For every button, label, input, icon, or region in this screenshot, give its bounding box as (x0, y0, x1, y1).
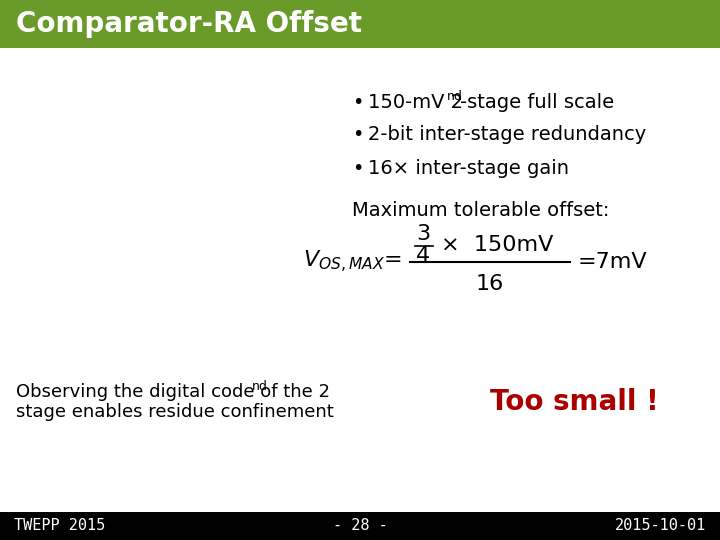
FancyBboxPatch shape (0, 0, 720, 48)
Text: •: • (352, 125, 364, 145)
Text: =7mV: =7mV (578, 252, 647, 272)
Text: $V_{OS,MAX}$=: $V_{OS,MAX}$= (303, 249, 402, 275)
FancyBboxPatch shape (0, 512, 720, 540)
Text: Comparator-RA Offset: Comparator-RA Offset (16, 10, 362, 38)
Text: •: • (352, 92, 364, 111)
Text: 2-bit inter-stage redundancy: 2-bit inter-stage redundancy (368, 125, 647, 145)
Text: TWEPP 2015: TWEPP 2015 (14, 518, 105, 534)
Text: 150-mV 2: 150-mV 2 (368, 92, 463, 111)
Text: stage enables residue confinement: stage enables residue confinement (16, 403, 334, 421)
Text: 4: 4 (416, 246, 430, 266)
Text: 16× inter-stage gain: 16× inter-stage gain (368, 159, 569, 178)
Text: -stage full scale: -stage full scale (460, 92, 614, 111)
Text: 3: 3 (416, 224, 430, 244)
Text: nd: nd (252, 380, 268, 393)
Text: ×  150mV: × 150mV (441, 235, 554, 255)
Text: 2015-10-01: 2015-10-01 (615, 518, 706, 534)
Text: Observing the digital code of the 2: Observing the digital code of the 2 (16, 383, 330, 401)
Text: 16: 16 (476, 274, 504, 294)
Text: Too small !: Too small ! (490, 388, 659, 416)
Text: - 28 -: - 28 - (333, 518, 387, 534)
Text: nd: nd (447, 90, 463, 103)
Text: Maximum tolerable offset:: Maximum tolerable offset: (352, 200, 609, 219)
Text: •: • (352, 159, 364, 178)
